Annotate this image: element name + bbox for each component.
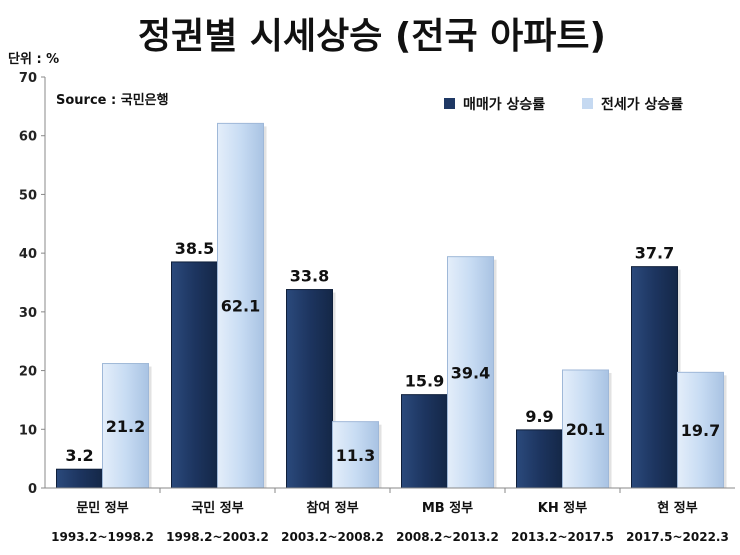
x-category-label: MB 정부 [422,500,473,516]
data-label: 3.2 [65,446,93,465]
bar [102,363,149,489]
bar [286,289,333,489]
y-tick-label: 10 [19,423,37,438]
bar [447,256,494,489]
bar [217,122,264,489]
y-tick-label: 60 [19,130,37,145]
x-category-label: 문민 정부 [76,500,128,516]
bar [562,369,609,489]
unit-label: 단위 : % [8,51,59,67]
x-period-label: 2017.5~2022.3 [626,530,729,544]
y-axis: 0 10 20 30 40 50 60 70 [19,71,46,497]
x-category-label: 국민 정부 [191,500,243,516]
x-period-label: 1993.2~1998.2 [51,530,154,544]
x-period-label: 2008.2~2013.2 [396,530,499,544]
x-period-label: 2003.2~2008.2 [281,530,384,544]
data-label: 37.7 [635,244,674,263]
legend-label-jeonse: 전세가 상승률 [601,96,683,113]
data-label: 20.1 [566,420,605,439]
x-category-label: 참여 정부 [306,500,358,516]
x-period-label: 2013.2~2017.5 [511,530,614,544]
data-label: 33.8 [290,267,329,286]
plot-area: 3.2 21.2 38.5 62.1 33.8 11.3 15.9 39.4 9.9 20.1 37… [56,122,727,489]
y-tick-label: 40 [19,247,37,262]
y-tick-label: 0 [28,482,37,497]
x-category-label: KH 정부 [538,500,587,516]
y-tick-label: 70 [19,71,37,86]
legend: 매매가 상승률 전세가 상승률 [444,96,683,113]
bar [677,371,724,489]
data-label: 21.2 [106,417,145,436]
legend-swatch-sale [444,98,455,109]
data-label: 9.9 [525,407,553,426]
chart-title: 정권별 시세상승 (전국 아파트) [138,16,606,57]
bar [171,261,218,489]
legend-label-sale: 매매가 상승률 [463,96,545,113]
data-label: 11.3 [336,446,375,465]
source-note: Source : 국민은행 [56,92,169,108]
y-tick-label: 20 [19,365,37,380]
bar [332,421,379,489]
data-label: 62.1 [221,297,260,316]
bar [56,468,103,489]
x-period-label: 1998.2~2003.2 [166,530,269,544]
x-axis: 문민 정부 1993.2~1998.2 국민 정부 1998.2~2003.2 참여 정… [45,487,735,544]
legend-swatch-jeonse [582,98,593,109]
bar [516,429,563,489]
y-tick-label: 30 [19,306,37,321]
bar [401,394,448,489]
data-label: 19.7 [681,421,720,440]
x-category-label: 현 정부 [657,500,697,516]
y-tick-label: 50 [19,188,37,203]
data-label: 39.4 [451,363,490,382]
data-label: 38.5 [175,239,214,258]
data-label: 15.9 [405,372,444,391]
bar [631,266,678,489]
